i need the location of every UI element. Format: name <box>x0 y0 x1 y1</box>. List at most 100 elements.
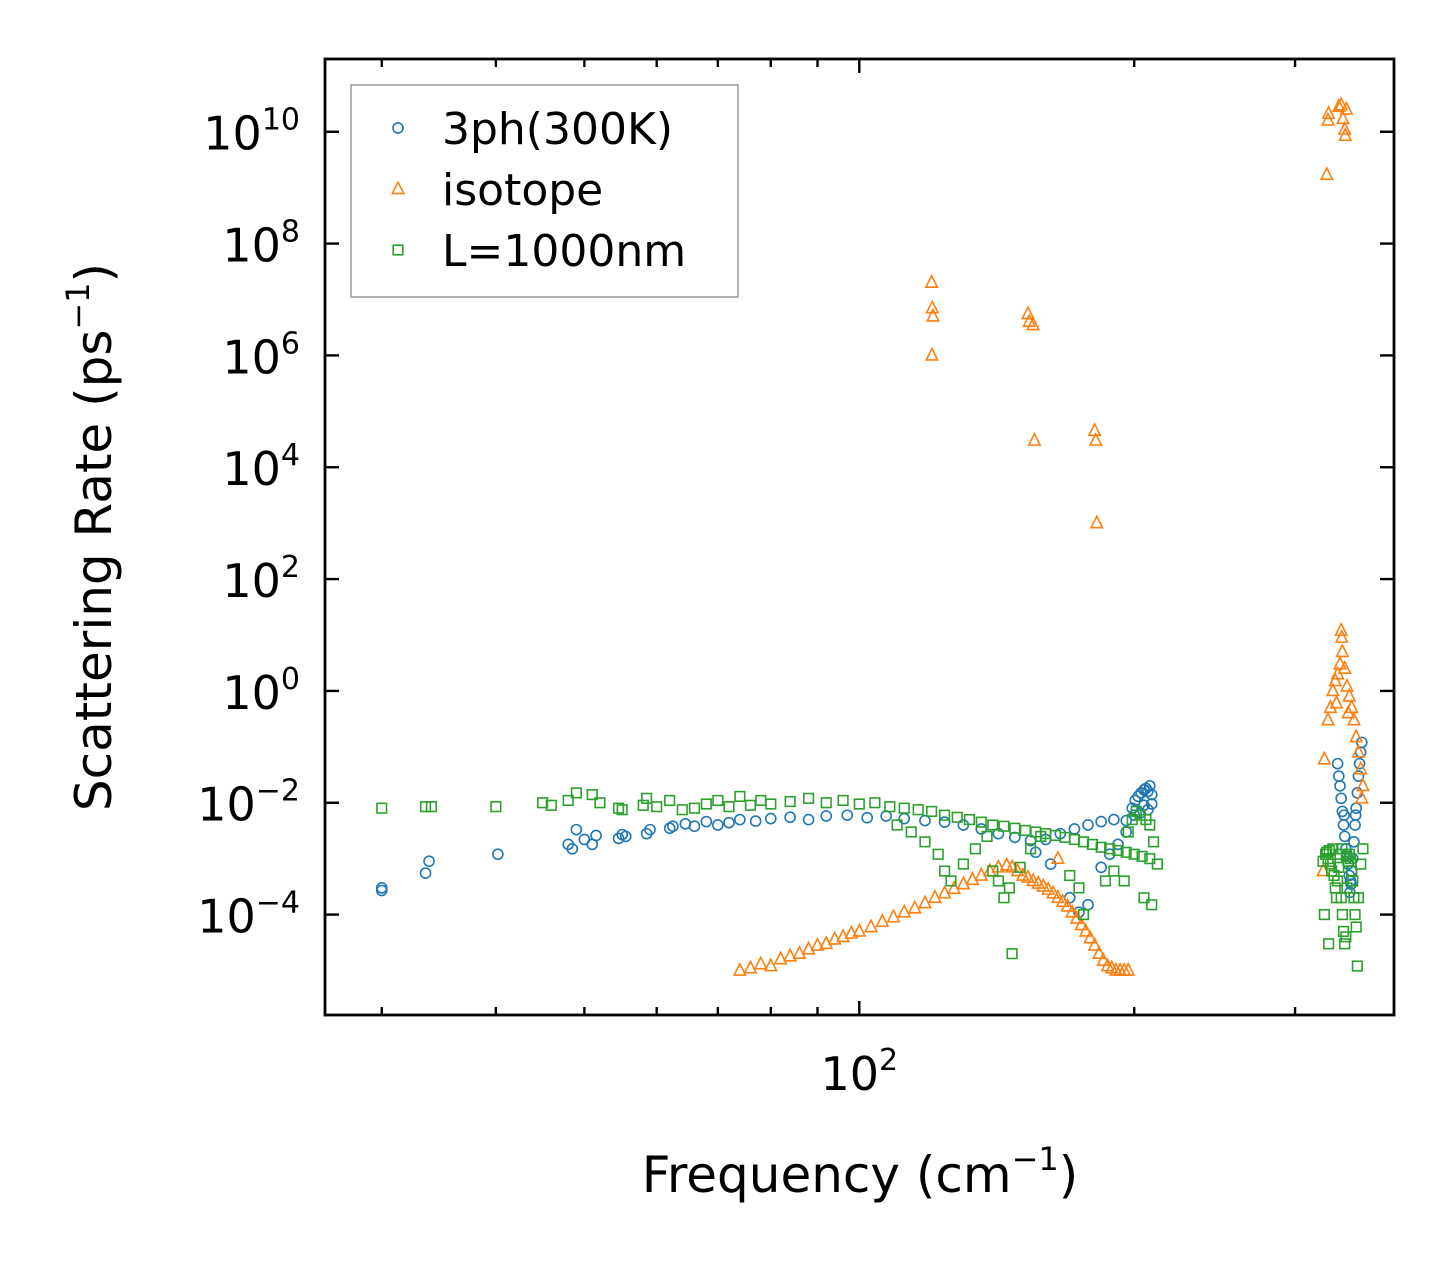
data-point <box>419 801 432 813</box>
data-point <box>1026 316 1041 331</box>
data-point <box>917 894 932 909</box>
data-point <box>1050 889 1065 904</box>
data-point <box>1321 111 1336 126</box>
data-point <box>1082 819 1094 831</box>
data-point <box>1335 110 1350 125</box>
legend-entry: isotope <box>391 165 603 216</box>
data-point <box>594 797 606 809</box>
y-tick-label: 10−2 <box>197 774 300 832</box>
data-point <box>616 804 628 816</box>
data-point <box>1044 858 1057 870</box>
data-point <box>676 804 688 816</box>
y-tick-label: 100 <box>222 662 300 720</box>
data-point <box>853 798 865 810</box>
data-point <box>784 811 796 824</box>
data-point <box>376 802 388 814</box>
data-point <box>924 346 939 361</box>
data-point <box>1325 682 1340 697</box>
data-point <box>981 830 993 843</box>
data-point <box>965 871 980 886</box>
data-point <box>827 930 842 945</box>
data-point <box>764 812 777 825</box>
data-point <box>975 816 987 828</box>
y-tick-label: 1010 <box>203 103 300 161</box>
data-point <box>1339 938 1351 950</box>
data-point <box>1096 952 1111 967</box>
data-point <box>1337 120 1352 135</box>
data-point <box>861 811 873 824</box>
data-point <box>1334 780 1346 792</box>
series-layer <box>375 96 1370 976</box>
data-point <box>1355 858 1367 870</box>
data-point <box>1352 770 1365 782</box>
data-point <box>907 899 922 914</box>
data-point <box>1003 882 1016 894</box>
data-point <box>1353 760 1368 775</box>
data-point <box>886 908 901 923</box>
data-point <box>1321 711 1336 726</box>
data-point <box>937 884 952 899</box>
y-tick-label: 108 <box>222 215 300 273</box>
data-point <box>884 801 896 813</box>
data-point <box>700 798 712 810</box>
data-point <box>773 950 788 965</box>
data-point <box>1099 875 1112 887</box>
data-point <box>927 889 942 904</box>
data-point <box>919 814 931 827</box>
data-point <box>1357 843 1369 855</box>
data-point <box>1316 862 1331 877</box>
data-point <box>987 819 999 831</box>
data-point <box>925 307 940 322</box>
data-point <box>1334 96 1349 111</box>
y-tick-label: 102 <box>222 550 300 608</box>
data-point <box>926 805 938 818</box>
data-point <box>1335 892 1347 904</box>
data-point <box>1336 908 1348 921</box>
data-point <box>734 790 746 802</box>
data-point <box>1035 830 1047 843</box>
data-point <box>1050 850 1065 865</box>
data-point <box>1323 938 1335 950</box>
y-tick-label: 104 <box>222 438 300 496</box>
data-point <box>1089 514 1104 529</box>
data-point <box>1340 677 1355 692</box>
data-point <box>1349 728 1364 743</box>
data-point <box>1334 621 1349 636</box>
data-point <box>912 804 924 816</box>
data-point <box>1074 916 1089 931</box>
data-point <box>783 947 798 962</box>
data-point <box>1337 660 1352 675</box>
data-point <box>820 810 833 822</box>
data-point <box>1341 704 1356 719</box>
data-point <box>1006 948 1018 960</box>
data-point <box>641 792 653 804</box>
data-point <box>1014 861 1026 873</box>
data-point <box>875 912 890 927</box>
series-L=1000nm <box>376 787 1369 972</box>
data-point <box>1108 813 1120 826</box>
y-axis-label: Scattering Rate (ps−1) <box>59 263 123 811</box>
data-point <box>1349 908 1361 921</box>
data-point <box>1046 884 1061 899</box>
data-point <box>688 802 701 814</box>
legend-marker <box>392 244 404 256</box>
data-point <box>924 274 939 289</box>
data-point <box>938 816 951 828</box>
data-point <box>1335 792 1348 805</box>
data-point <box>375 884 388 897</box>
data-point <box>490 801 502 813</box>
data-point <box>1120 814 1133 827</box>
data-point <box>963 813 976 826</box>
data-point <box>1041 880 1056 895</box>
data-point <box>562 794 574 807</box>
data-point <box>545 799 557 811</box>
data-point <box>1349 809 1362 821</box>
data-point <box>802 792 815 804</box>
data-point <box>1323 699 1338 714</box>
data-point <box>1108 865 1120 877</box>
y-tick-labels: 10−4 10−2 100 102 104 106 108 1010 <box>197 103 300 944</box>
data-point <box>590 829 602 842</box>
data-point <box>1351 743 1366 758</box>
data-point <box>1086 838 1099 850</box>
data-point <box>723 816 735 829</box>
